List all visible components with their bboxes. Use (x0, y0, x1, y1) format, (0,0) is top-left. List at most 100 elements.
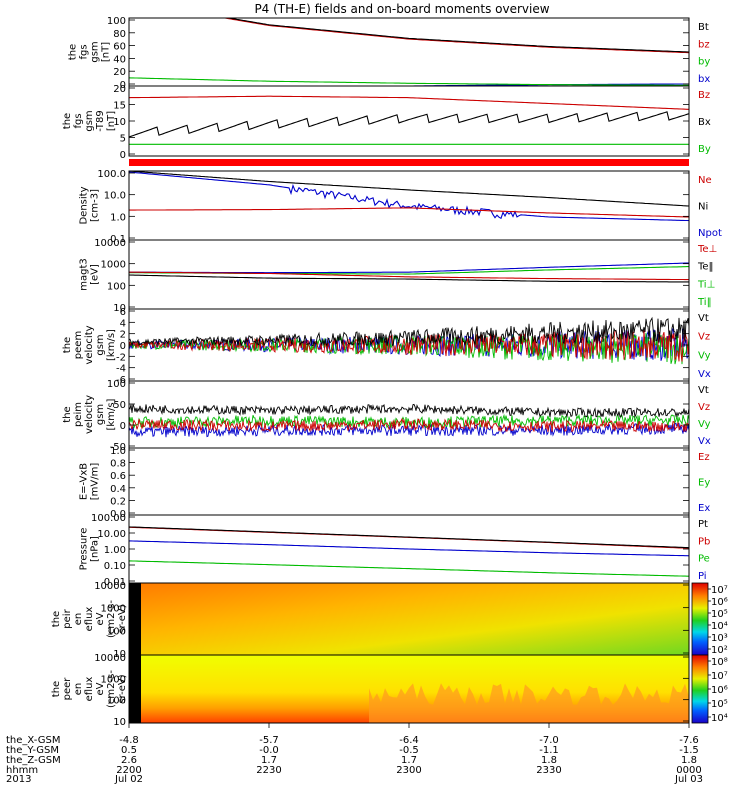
x-tick-label: -7.0 (539, 735, 559, 746)
y-tick-label: 10 (113, 717, 126, 728)
x-tick-label: -0.5 (399, 745, 419, 756)
y-axis-label: eV (95, 612, 106, 625)
legend-Pe: Pe (698, 554, 710, 565)
y-tick-label: 0.2 (110, 496, 126, 507)
legend-Vy: Vy (698, 419, 711, 430)
x-row-label: 2013 (6, 774, 31, 785)
y-axis-label: eflux (84, 677, 95, 702)
y-axis-label: velocity (84, 325, 95, 364)
separator-bar (129, 159, 689, 166)
legend-bz: bz (698, 39, 710, 50)
series-peem_velocity-Vt (129, 316, 689, 348)
y-tick-label: -6 (116, 375, 126, 386)
y-axis-label: Pressure (79, 528, 90, 571)
y-tick-label: -50 (110, 442, 126, 453)
y-tick-label: -2 (116, 352, 126, 363)
y-axis-label: peem (73, 331, 84, 359)
legend-By: By (698, 144, 711, 155)
series-peim_velocity-Vx (129, 422, 689, 438)
y-tick-label: 0.1 (110, 234, 126, 245)
panel-data-elec_spec (129, 655, 689, 723)
legend-Bx: Bx (698, 117, 711, 128)
y-axis-label: [km/s] (106, 398, 117, 430)
x-row-label: the_Y-GSM (6, 745, 59, 756)
y-tick-label: 1000 (101, 604, 126, 615)
y-tick-label: 40 (113, 54, 126, 65)
y-axis-label: peim (73, 402, 84, 427)
series-peim_velocity-Vt (129, 403, 689, 419)
y-axis-label: the (62, 337, 73, 353)
y-tick-label: 100.00 (91, 513, 126, 524)
y-tick-label: 0 (120, 150, 126, 161)
colorbar-label: 10⁸ (711, 657, 728, 668)
y-tick-label: 0.10 (104, 561, 126, 572)
y-axis-label: E=-VxB (79, 463, 90, 500)
y-tick-label: 5 (120, 134, 126, 145)
series-temperature-Te⊥ (129, 271, 689, 281)
legend-Ni: Ni (698, 202, 708, 213)
y-tick-label: 20 (113, 67, 126, 78)
y-tick-label: 100 (107, 626, 126, 637)
y-axis-label: peir (62, 608, 73, 628)
colorbar-label: 10⁵ (711, 699, 728, 710)
spectrogram-gap-elec_spec (129, 655, 141, 723)
y-axis-label: the (62, 406, 73, 422)
x-tick-label: -1.1 (539, 745, 559, 756)
legend-Vx: Vx (698, 369, 711, 380)
y-tick-label: 2 (120, 330, 126, 341)
y-tick-label: 0.01 (104, 577, 126, 588)
panel-data-fgs_t89 (129, 95, 689, 145)
spectrogram-ion_spec (129, 583, 689, 655)
x-tick-label: -7.6 (679, 735, 699, 746)
panel-frame-efield (128, 447, 690, 516)
y-tick-label: 10.0 (104, 191, 126, 202)
x-row-label: the_Z-GSM (6, 755, 61, 766)
legend-Ey: Ey (698, 478, 710, 489)
legend-Bz: Bz (698, 90, 710, 101)
x-tick-label: 2300 (396, 765, 421, 776)
legend-by: by (698, 57, 710, 68)
x-row-label: hhmm (6, 765, 38, 776)
y-tick-label: -4 (116, 364, 126, 375)
panel-frame-peim_velocity (128, 380, 690, 449)
y-axis-label: gsm (84, 110, 95, 131)
y-axis-label: [mV/m] (90, 463, 101, 501)
y-axis-label: eV (95, 682, 106, 695)
panel-data-peim_velocity (129, 403, 689, 438)
x-tick-label: Jul 03 (674, 774, 703, 785)
legend-Te⊥: Te⊥ (697, 244, 717, 255)
panel-fgs_t89: 0 5 10 15 20 the fgs gsm -T89 [nT] Bz Bx By (62, 84, 711, 161)
y-tick-label: 10000 (94, 653, 126, 664)
y-axis-label: en (73, 613, 84, 626)
panel-frame-density (128, 170, 690, 241)
series-pressure-Pt (129, 526, 689, 549)
y-tick-label: 0.0 (110, 509, 126, 520)
y-axis-label: the (51, 611, 62, 627)
spectrogram-gap-ion_spec (129, 583, 141, 655)
series-temperature-Ti⊥ (129, 262, 689, 274)
y-axis-label: the (62, 113, 73, 129)
legend-Ez: Ez (698, 452, 710, 463)
y-tick-label: 10000 (94, 581, 126, 592)
colorbar-label: 10⁶ (711, 685, 728, 696)
y-axis-label: en (73, 683, 84, 696)
series-pressure-Pi (129, 540, 689, 557)
x-tick-label: -6.4 (399, 735, 419, 746)
legend-Bt: Bt (698, 22, 709, 33)
y-axis-label: sr-eV) (117, 674, 128, 703)
series-pressure-Pe (129, 560, 689, 577)
y-axis-label: [nPa] (90, 536, 101, 562)
panel-temperature: 10 100 1000 10000 magt3 [eV] Te⊥ Te‖ Ti⊥ Ti‖ (79, 238, 718, 314)
y-axis-label: [nT] (106, 111, 117, 131)
series-fgs_gsm-bz (221, 18, 689, 54)
panel-data-pressure (129, 526, 689, 577)
y-axis-label: velocity (84, 395, 95, 434)
x-tick-label: 2230 (256, 765, 281, 776)
series-temperature-Te‖ (129, 274, 689, 283)
series-fgs_t89-Bx (129, 111, 689, 138)
y-tick-label: 0 (120, 341, 126, 352)
y-tick-label: 50 (113, 400, 126, 411)
legend-Ne: Ne (698, 175, 712, 186)
